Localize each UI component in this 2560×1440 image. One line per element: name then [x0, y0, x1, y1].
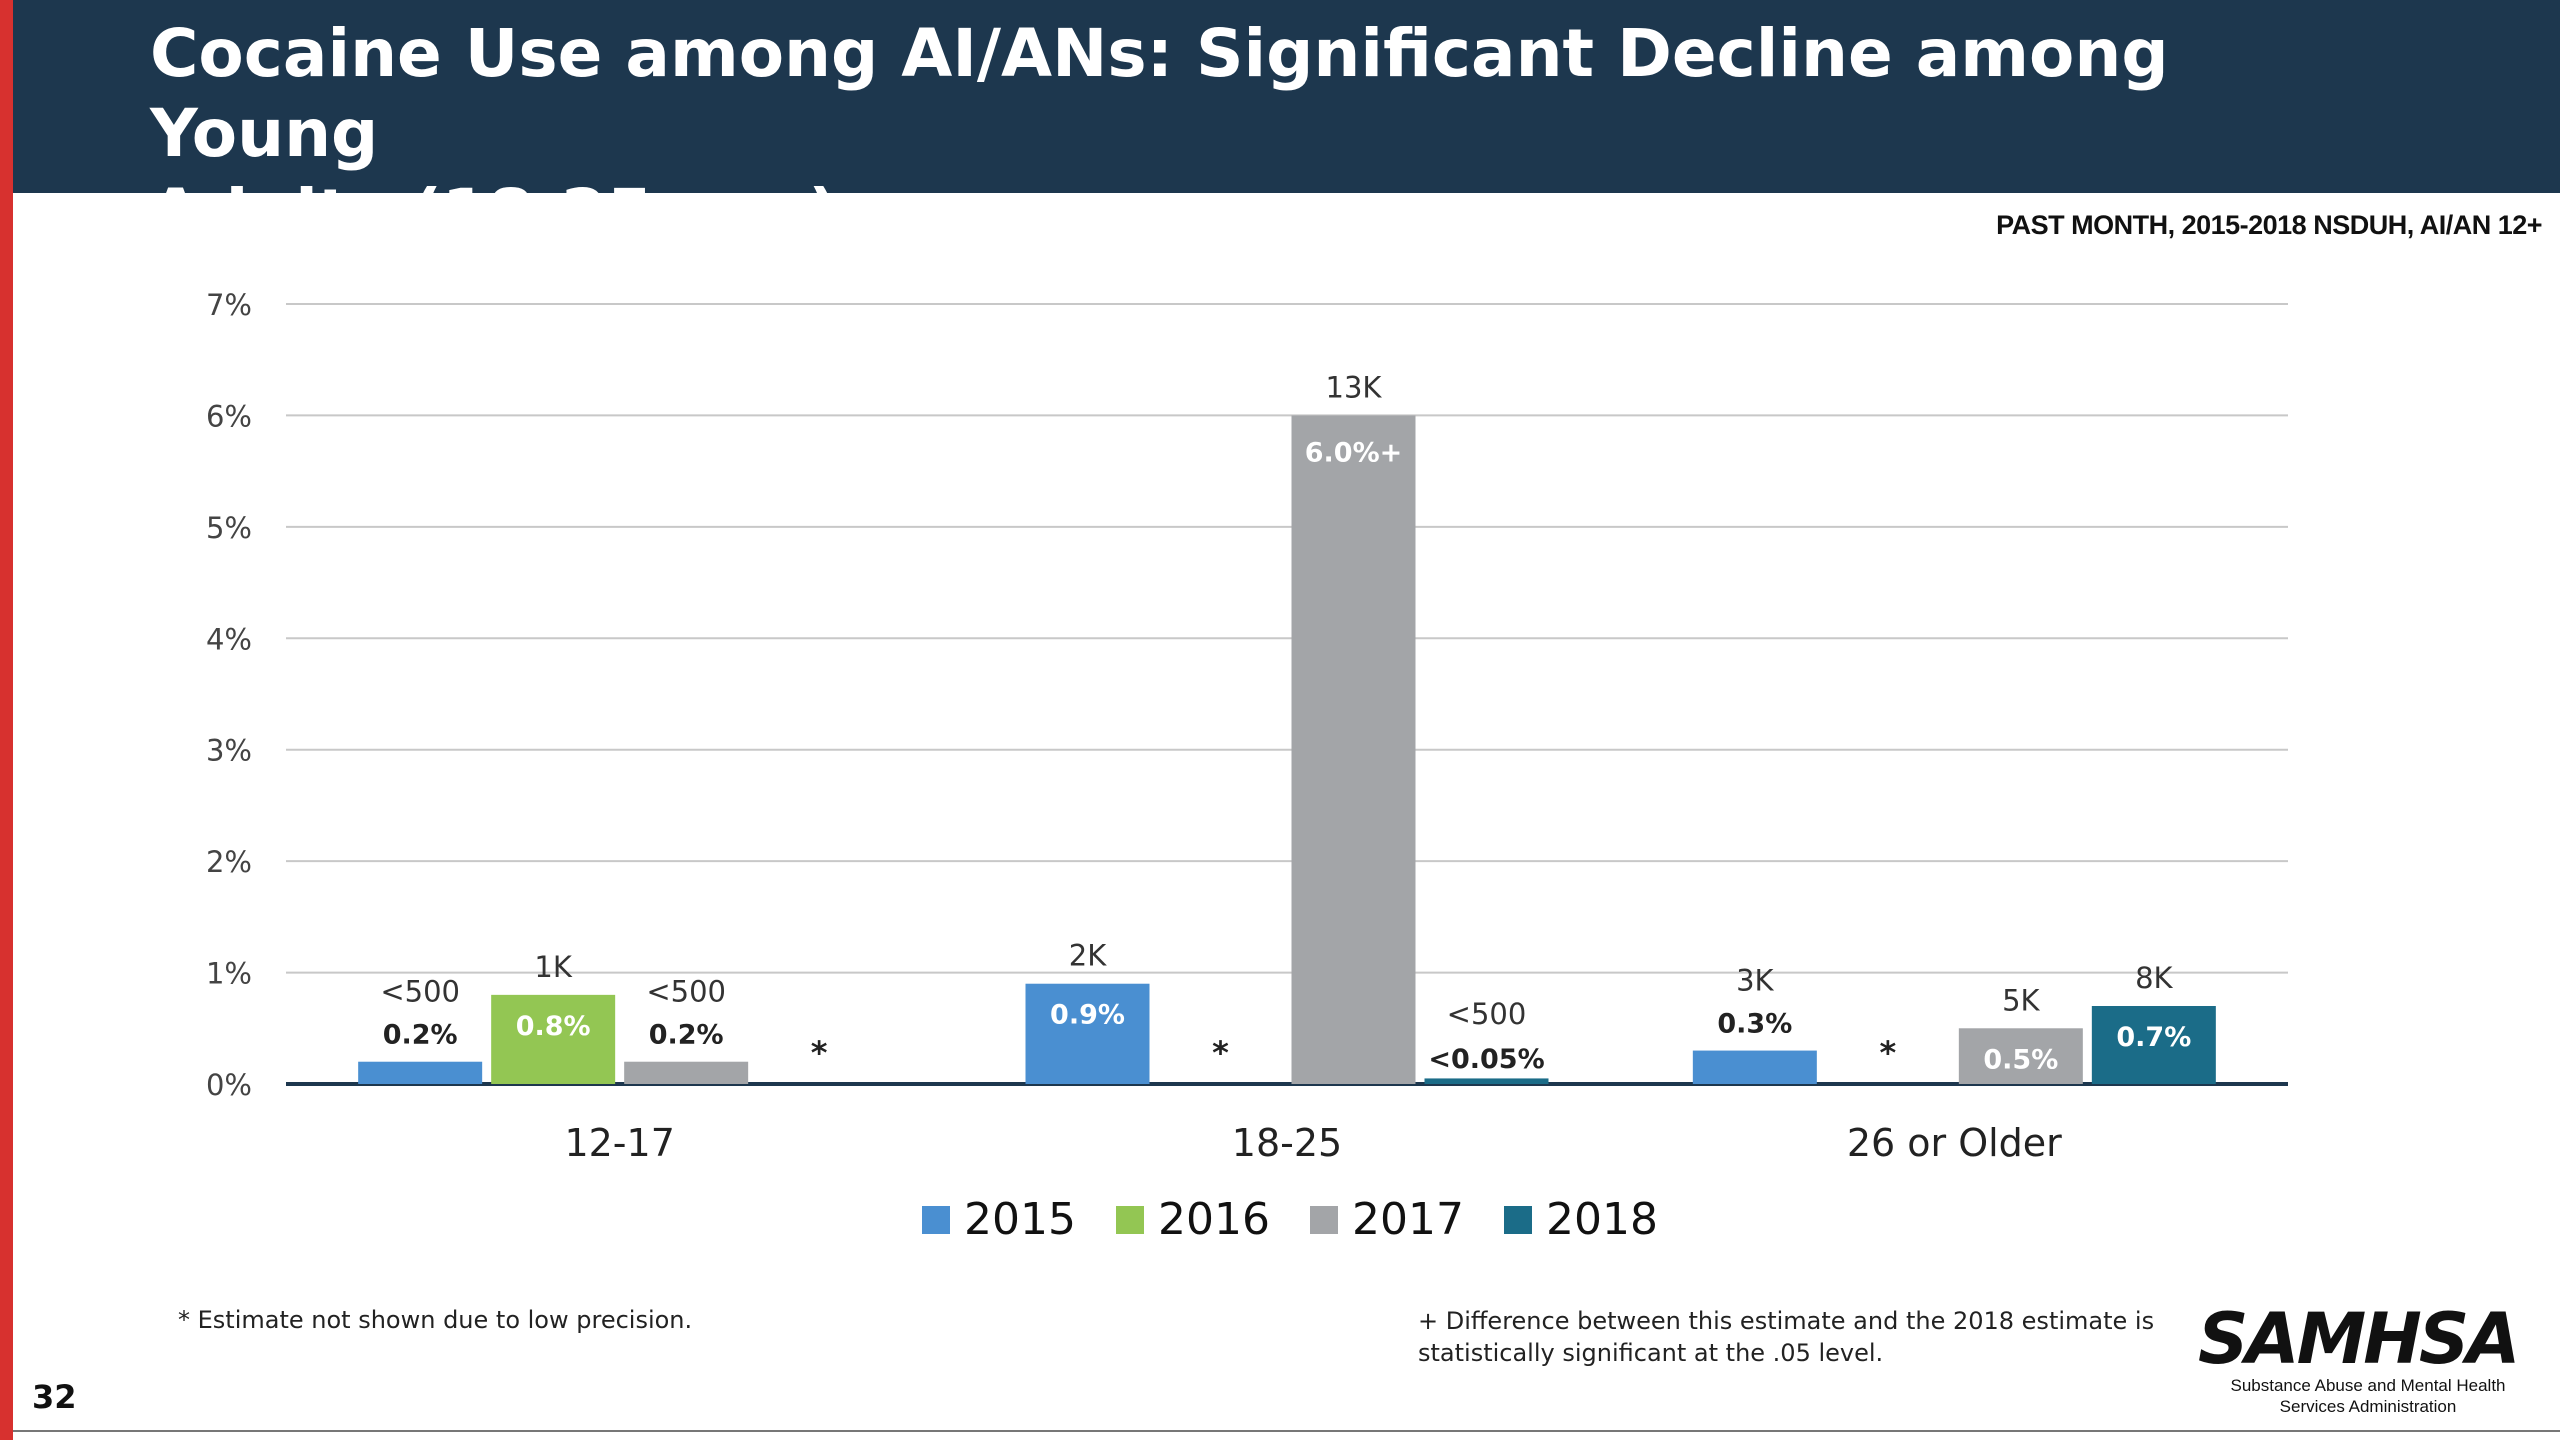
data-label-percent: 6.0%+ — [1305, 437, 1403, 468]
legend-item-2018: 2018 — [1503, 1194, 1658, 1245]
bottom-rule — [13, 1430, 2560, 1432]
legend-swatch-2015 — [922, 1205, 951, 1234]
bar-2018 — [1424, 1078, 1549, 1084]
y-tick-label: 2% — [206, 845, 252, 879]
data-label-suppressed: * — [811, 1034, 828, 1072]
data-label-count: 8K — [2135, 961, 2173, 995]
data-label-count: 3K — [1736, 964, 1774, 998]
bar-2017 — [1291, 415, 1416, 1084]
bar-2015 — [1692, 1050, 1817, 1084]
bar-2015 — [358, 1061, 483, 1084]
y-tick-label: 3% — [206, 734, 252, 768]
slide-number: 32 — [32, 1378, 77, 1416]
title-bar — [13, 0, 2560, 193]
bar-2017 — [624, 1061, 749, 1084]
data-label-count: 13K — [1326, 370, 1383, 404]
samhsa-logo: SAMHSA Substance Abuse and Mental Health… — [2198, 1298, 2520, 1417]
footnote-significance-line-1: + Difference between this estimate and t… — [1418, 1307, 2155, 1335]
data-label-count: <500 — [646, 975, 726, 1009]
data-label-suppressed: * — [1212, 1034, 1229, 1072]
logo-wordmark: SAMHSA — [2198, 1298, 2520, 1380]
data-label-percent: 0.7% — [2116, 1022, 2191, 1053]
bar-2018 — [2091, 1006, 2216, 1084]
legend-swatch-2016 — [1116, 1205, 1145, 1234]
legend-swatch-2017 — [1310, 1205, 1338, 1234]
data-label-percent: 0.8% — [516, 1011, 591, 1042]
footnote-significance: + Difference between this estimate and t… — [1418, 1305, 2158, 1369]
accent-stripe — [0, 0, 13, 1440]
chart-legend: 2015 2016 2017 2018 — [10, 1194, 2560, 1245]
x-tick-label: 18-25 — [1232, 1121, 1342, 1165]
x-tick-label: 26 or Older — [1847, 1121, 2062, 1165]
data-label-suppressed: * — [1879, 1034, 1896, 1072]
legend-item-2017: 2017 — [1310, 1194, 1464, 1245]
chart-subheading: PAST MONTH, 2015-2018 NSDUH, AI/AN 12+ — [1996, 210, 2542, 240]
footnote-low-precision: * Estimate not shown due to low precisio… — [178, 1306, 693, 1334]
data-label-percent: 0.2% — [383, 1020, 458, 1051]
data-label-count: <500 — [1447, 997, 1527, 1031]
data-label-percent: 0.5% — [1983, 1044, 2058, 1075]
y-tick-label: 5% — [206, 511, 252, 545]
legend-item-2016: 2016 — [1116, 1194, 1270, 1245]
logo-subtitle-line-1: Substance Abuse and Mental Health — [2230, 1376, 2506, 1395]
bar-2016 — [491, 994, 616, 1084]
bar-2015 — [1025, 983, 1150, 1084]
data-label-percent: <0.05% — [1428, 1044, 1544, 1075]
y-tick-label: 0% — [206, 1068, 252, 1102]
slide-title: Cocaine Use among AI/ANs: Significant De… — [150, 14, 2350, 254]
data-label-count: 1K — [534, 950, 572, 984]
data-label-percent: 0.9% — [1050, 1000, 1125, 1031]
logo-subtitle-line-2: Services Administration — [2279, 1397, 2457, 1416]
x-tick-label: 12-17 — [564, 1121, 674, 1165]
footnote-significance-line-2: statistically significant at the .05 lev… — [1418, 1339, 1884, 1367]
data-label-count: 5K — [2002, 983, 2040, 1017]
y-tick-label: 1% — [206, 957, 252, 991]
y-tick-label: 7% — [206, 288, 252, 322]
bar-chart: 0% 1% 2% 3% 4% 5% 6% 7% 12-17 18-25 26 or Older 0.2… — [206, 288, 2288, 1165]
bar-2017 — [1958, 1028, 2083, 1084]
legend-swatch-2018 — [1503, 1205, 1532, 1234]
data-label-percent: 0.3% — [1717, 1009, 1792, 1040]
y-tick-label: 6% — [206, 399, 252, 433]
title-line-2: Adults (18-25 y.o.) — [150, 175, 839, 252]
y-tick-label: 4% — [206, 622, 252, 656]
data-label-count: <500 — [380, 975, 460, 1009]
legend-label-2015: 2015 — [964, 1194, 1077, 1245]
legend-label-2018: 2018 — [1545, 1194, 1658, 1245]
title-line-1: Cocaine Use among AI/ANs: Significant De… — [150, 15, 2169, 172]
legend-item-2015: 2015 — [922, 1194, 1076, 1245]
data-label-percent: 0.2% — [649, 1020, 724, 1051]
legend-label-2017: 2017 — [1352, 1194, 1464, 1245]
legend-label-2016: 2016 — [1158, 1194, 1270, 1245]
data-label-count: 2K — [1069, 939, 1107, 973]
